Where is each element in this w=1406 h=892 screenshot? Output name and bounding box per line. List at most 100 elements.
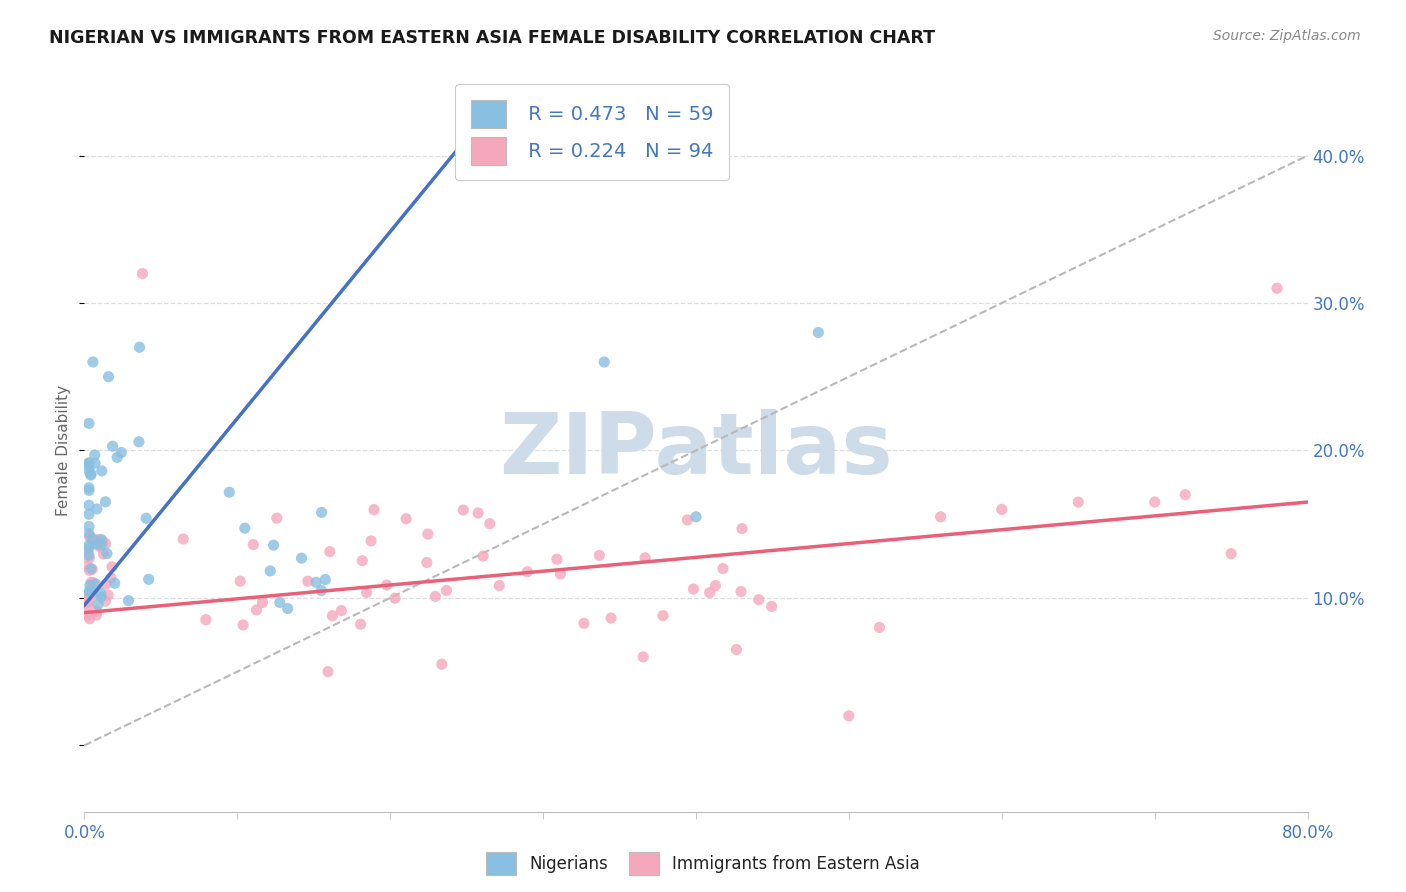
Point — [79, 563, 101, 577]
Point — [384, 591, 406, 606]
Point — [77, 498, 100, 512]
Point — [375, 578, 398, 592]
Point — [929, 509, 952, 524]
Point — [82, 562, 104, 576]
Point — [82, 575, 104, 590]
Point — [94, 594, 117, 608]
Point — [631, 649, 654, 664]
Point — [430, 657, 453, 672]
Point — [314, 573, 336, 587]
Point — [245, 603, 267, 617]
Point — [194, 613, 217, 627]
Point — [135, 511, 157, 525]
Point — [96, 547, 118, 561]
Legend:  R = 0.473   N = 59,  R = 0.224   N = 94: R = 0.473 N = 59, R = 0.224 N = 94 — [456, 85, 728, 180]
Point — [1220, 547, 1243, 561]
Point — [588, 549, 610, 563]
Point — [97, 369, 120, 384]
Point — [83, 448, 105, 462]
Point — [991, 502, 1014, 516]
Point — [79, 612, 101, 626]
Point — [761, 599, 783, 614]
Point — [128, 340, 150, 354]
Point — [87, 597, 110, 611]
Point — [360, 533, 382, 548]
Point — [316, 665, 339, 679]
Legend: Nigerians, Immigrants from Eastern Asia: Nigerians, Immigrants from Eastern Asia — [479, 845, 927, 882]
Point — [90, 590, 112, 604]
Point — [79, 530, 101, 544]
Point — [572, 616, 595, 631]
Point — [82, 536, 104, 550]
Point — [488, 578, 510, 592]
Point — [436, 583, 458, 598]
Point — [77, 458, 100, 472]
Point — [416, 556, 439, 570]
Point — [478, 516, 501, 531]
Point — [263, 538, 285, 552]
Y-axis label: Female Disability: Female Disability — [56, 384, 72, 516]
Point — [101, 560, 124, 574]
Point — [652, 608, 675, 623]
Point — [77, 551, 100, 566]
Point — [269, 595, 291, 609]
Point — [94, 537, 117, 551]
Point — [77, 584, 100, 599]
Point — [138, 572, 160, 586]
Point — [90, 586, 112, 600]
Point — [266, 511, 288, 525]
Point — [100, 571, 122, 585]
Point — [311, 583, 333, 598]
Point — [76, 545, 98, 559]
Point — [451, 503, 474, 517]
Point — [1265, 281, 1288, 295]
Point — [76, 589, 98, 603]
Point — [87, 533, 110, 547]
Point — [77, 483, 100, 498]
Point — [77, 526, 100, 541]
Point — [711, 561, 734, 575]
Point — [731, 522, 754, 536]
Point — [311, 505, 333, 519]
Point — [416, 527, 439, 541]
Point — [290, 551, 312, 566]
Point — [90, 464, 112, 478]
Point — [91, 534, 114, 549]
Point — [131, 267, 153, 281]
Point — [84, 577, 107, 591]
Point — [110, 445, 132, 459]
Point — [84, 456, 107, 470]
Point — [77, 417, 100, 431]
Text: Source: ZipAtlas.com: Source: ZipAtlas.com — [1213, 29, 1361, 43]
Point — [77, 595, 100, 609]
Point — [94, 577, 117, 591]
Point — [550, 567, 572, 582]
Point — [807, 326, 830, 340]
Point — [105, 450, 128, 465]
Point — [128, 434, 150, 449]
Point — [86, 604, 108, 618]
Point — [730, 584, 752, 599]
Point — [82, 585, 104, 599]
Point — [77, 519, 100, 533]
Point — [277, 601, 299, 615]
Point — [356, 585, 378, 599]
Point — [93, 547, 115, 561]
Point — [395, 512, 418, 526]
Point — [86, 502, 108, 516]
Point — [725, 642, 748, 657]
Point — [232, 618, 254, 632]
Point — [90, 533, 112, 547]
Point — [600, 611, 623, 625]
Point — [97, 588, 120, 602]
Point — [330, 604, 353, 618]
Point — [79, 530, 101, 544]
Text: ZIPatlas: ZIPatlas — [499, 409, 893, 492]
Point — [86, 607, 108, 622]
Point — [704, 578, 727, 592]
Point — [838, 709, 860, 723]
Point — [77, 456, 100, 470]
Point — [77, 456, 100, 470]
Point — [350, 617, 373, 632]
Point — [259, 564, 281, 578]
